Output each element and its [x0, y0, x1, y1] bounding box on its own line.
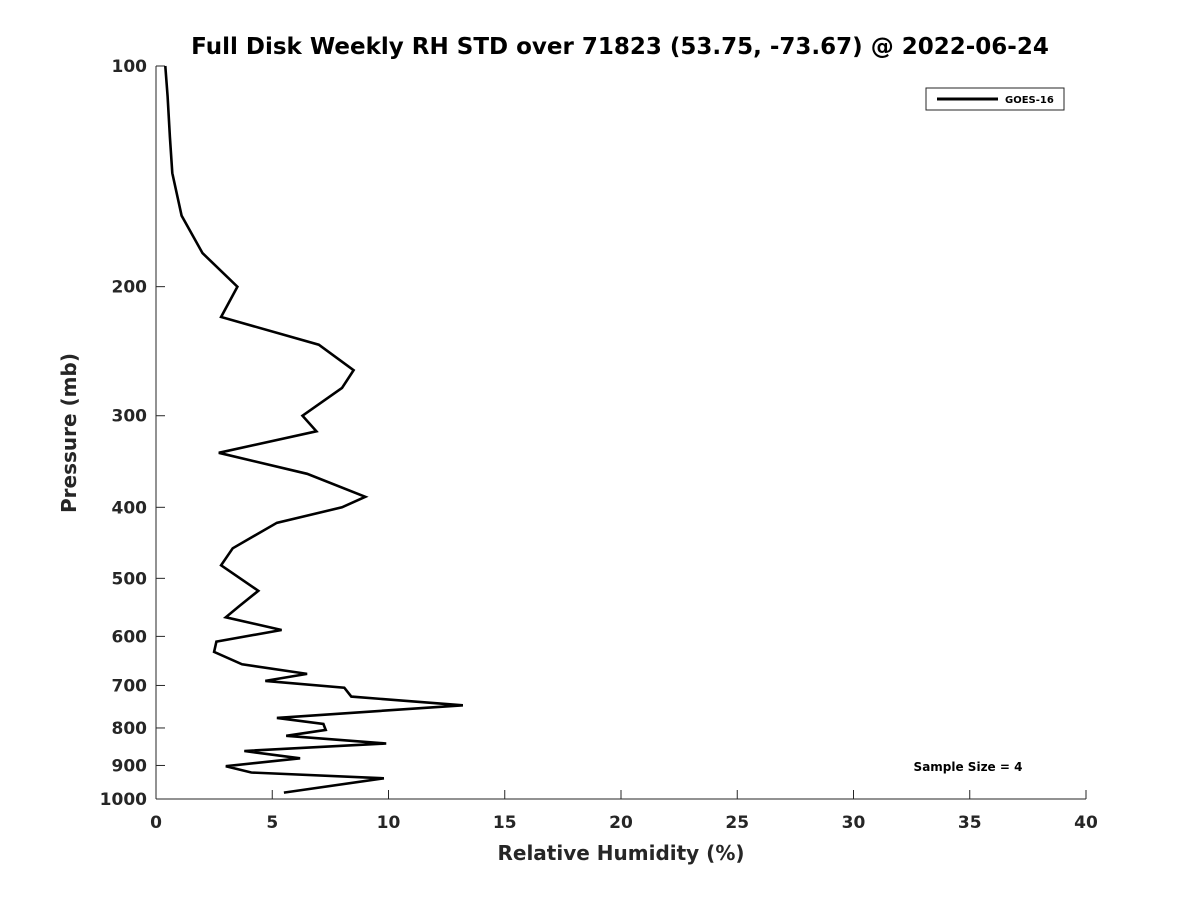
x-axis-label: Relative Humidity (%) — [497, 841, 744, 865]
axes — [155, 66, 1086, 800]
x-tick-label: 25 — [725, 813, 749, 833]
x-tick-label: 0 — [150, 813, 162, 833]
x-ticks: 0 5 10 15 20 25 30 35 40 — [150, 790, 1098, 833]
y-tick-label: 200 — [112, 278, 148, 298]
x-tick-label: 10 — [377, 813, 401, 833]
y-tick-label: 600 — [112, 627, 148, 647]
sample-size-annotation: Sample Size = 4 — [914, 760, 1023, 774]
y-tick-label: 1000 — [100, 790, 147, 810]
series-layer — [164, 65, 464, 794]
y-tick-label: 700 — [112, 676, 148, 696]
x-tick-label: 5 — [266, 813, 278, 833]
y-tick-label: 400 — [112, 498, 148, 518]
y-axis-label: Pressure (mb) — [57, 353, 81, 513]
y-ticks: 100 200 300 400 500 600 700 800 900 1000 — [100, 57, 165, 810]
y-tick-label: 300 — [112, 407, 148, 427]
chart-title: Full Disk Weekly RH STD over 71823 (53.7… — [191, 34, 1049, 60]
series-line-0 — [164, 65, 464, 794]
legend-label: GOES-16 — [1005, 95, 1054, 106]
x-tick-label: 30 — [842, 813, 866, 833]
y-tick-label: 100 — [112, 57, 148, 77]
y-tick-label: 800 — [112, 719, 148, 739]
y-tick-label: 500 — [112, 569, 148, 589]
x-tick-label: 35 — [958, 813, 982, 833]
y-tick-label: 900 — [112, 756, 148, 776]
x-tick-label: 40 — [1074, 813, 1098, 833]
legend: GOES-16 — [925, 87, 1065, 111]
x-tick-label: 15 — [493, 813, 517, 833]
x-tick-label: 20 — [609, 813, 633, 833]
